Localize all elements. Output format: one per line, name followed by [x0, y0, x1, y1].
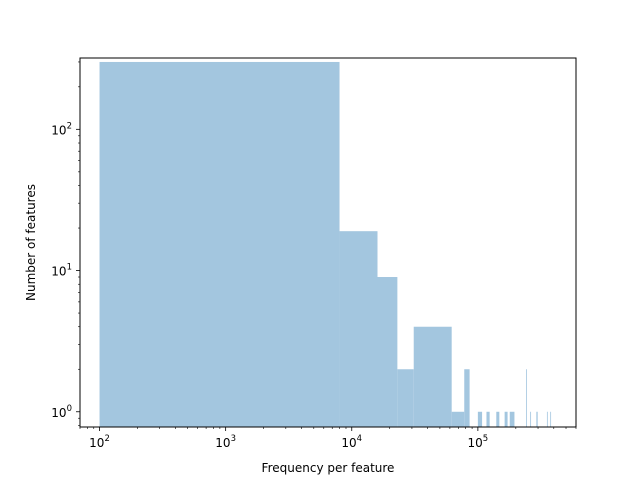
x-tick-label-2: 104 [341, 434, 362, 450]
y-tick-label-0: 100 [51, 404, 72, 420]
bar-15 [546, 411, 548, 427]
y-tick-label-2: 102 [51, 121, 72, 137]
x-axis-ticks: 102 103 104 105 [79, 427, 577, 450]
bar-1 [339, 231, 378, 427]
bars-group [99, 61, 552, 428]
bar-0 [99, 61, 340, 428]
bar-8 [486, 411, 490, 427]
x-axis-label: Frequency per feature [262, 461, 395, 475]
y-axis-ticks: 100 101 102 [51, 61, 80, 426]
x-tick-label-1: 103 [215, 434, 236, 450]
y-axis-label: Number of features [24, 184, 38, 301]
bar-7 [477, 411, 483, 427]
bar-6 [464, 369, 470, 427]
y-tick-label-1: 101 [51, 263, 72, 279]
bar-11 [509, 411, 515, 427]
bar-10 [504, 411, 508, 427]
bar-14 [536, 411, 538, 427]
plot-frame [79, 57, 577, 428]
bar-5 [451, 411, 465, 427]
x-tick-label-3: 105 [468, 434, 489, 450]
bar-13 [530, 411, 532, 427]
bar-3 [397, 369, 414, 427]
bar-2 [377, 277, 398, 427]
bar-4 [413, 326, 452, 427]
bar-16 [550, 411, 552, 427]
bar-9 [496, 411, 500, 427]
bar-12 [526, 369, 527, 427]
x-tick-label-0: 102 [89, 434, 110, 450]
